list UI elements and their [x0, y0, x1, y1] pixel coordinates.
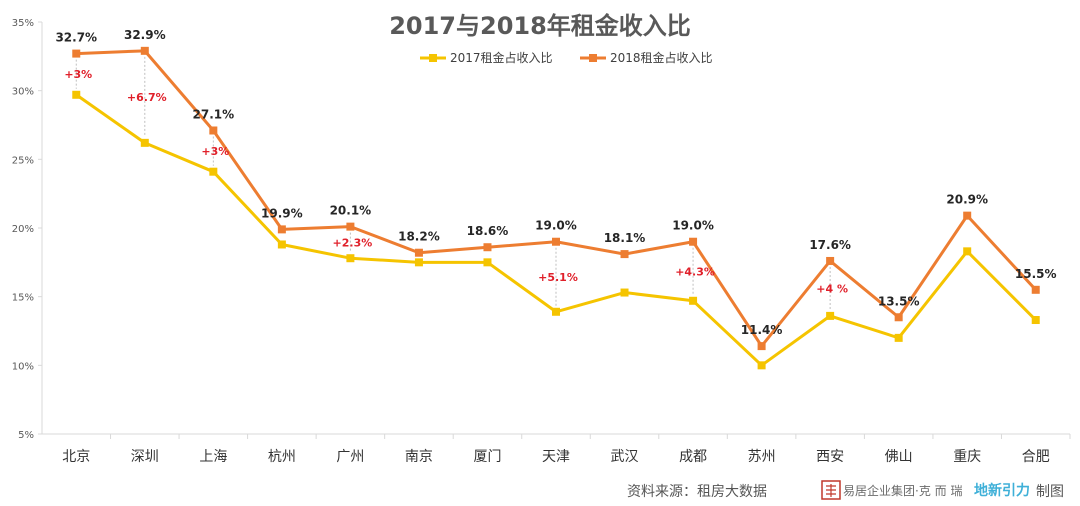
series-markers: [72, 46, 1040, 370]
data-point-2017: [483, 258, 492, 267]
x-tick-label: 上海: [199, 449, 227, 465]
data-point-2017: [757, 361, 766, 370]
legend-label-2017: 2017租金占收入比: [450, 50, 553, 65]
value-label-2018: 27.1%: [193, 107, 235, 121]
data-point-2018: [414, 248, 423, 257]
difference-label: +6.7%: [127, 91, 167, 104]
value-label-2018: 32.7%: [55, 31, 97, 45]
x-ticks: 北京 深圳 上海 杭州 广州 南京 厦门 天津 武汉 成都 苏州 西安 佛山 重庆 合肥: [62, 434, 1071, 465]
footer-brand-logo: 地新引力: [974, 482, 1030, 499]
value-label-2018: 20.1%: [330, 204, 372, 218]
value-label-2018: 18.1%: [604, 231, 646, 245]
data-point-2017: [277, 240, 286, 249]
difference-label: +2.3%: [333, 236, 373, 249]
value-label-2018: 17.6%: [809, 238, 851, 252]
data-point-2018: [1031, 285, 1040, 294]
data-point-2017: [140, 138, 149, 147]
y-tick-label: 25%: [12, 155, 34, 166]
data-point-2018: [483, 243, 492, 252]
value-label-2018: 18.2%: [398, 230, 440, 244]
legend-item-2017: 2017租金占收入比: [420, 50, 553, 65]
y-ticks: 5% 10% 15% 20% 25% 30% 35%: [12, 18, 42, 441]
x-tick-label: 重庆: [953, 449, 981, 465]
data-point-2017: [894, 333, 903, 342]
data-point-2018: [140, 46, 149, 55]
x-tick-label: 厦门: [473, 449, 501, 465]
footer-brand: 易居企业集团·克 而 瑞: [843, 483, 962, 498]
y-tick-label: 20%: [12, 224, 34, 235]
y-tick-label: 30%: [12, 87, 34, 98]
data-point-2018: [209, 126, 218, 135]
data-point-2018: [689, 237, 698, 246]
data-point-2018: [552, 237, 560, 246]
legend-marker-2017: [429, 54, 437, 62]
x-tick-label: 广州: [336, 449, 364, 465]
x-tick-label: 北京: [62, 449, 90, 465]
value-label-2018: 18.6%: [467, 224, 509, 238]
brand-seal-icon: [821, 480, 841, 500]
footer-source: 资料来源：租房大数据: [627, 484, 767, 500]
value-label-2018: 20.9%: [946, 193, 988, 207]
x-tick-label: 佛山: [885, 449, 913, 465]
legend: 2017租金占收入比 2018租金占收入比: [420, 50, 713, 65]
x-tick-label: 合肥: [1022, 449, 1050, 465]
difference-label: +4.3%: [675, 265, 715, 278]
data-point-2017: [346, 254, 355, 263]
y-tick-label: 10%: [12, 361, 34, 372]
data-point-2017: [1031, 316, 1040, 325]
x-tick-label: 天津: [542, 449, 570, 465]
x-tick-label: 西安: [816, 449, 844, 465]
data-point-2018: [72, 49, 81, 58]
difference-connectors: [75, 56, 831, 310]
value-label-2018: 13.5%: [878, 294, 920, 308]
difference-label: +3%: [64, 68, 92, 81]
x-tick-label: 苏州: [748, 449, 776, 465]
legend-label-2018: 2018租金占收入比: [610, 50, 713, 65]
footer: 资料来源：租房大数据 易居企业集团·克 而 瑞 地新引力 制图: [627, 480, 1064, 500]
data-point-2018: [826, 256, 835, 265]
data-point-2018: [620, 250, 629, 259]
value-label-2018: 11.4%: [741, 323, 783, 337]
data-point-2018: [894, 313, 903, 322]
difference-label: +3%: [201, 145, 229, 158]
y-tick-label: 15%: [12, 293, 34, 304]
value-label-2018: 15.5%: [1015, 267, 1057, 281]
data-point-2017: [620, 288, 629, 297]
data-point-2017: [689, 296, 698, 305]
difference-label: +4 %: [816, 282, 848, 295]
difference-labels: +3% +6.7% +3% +2.3% +5.1% +4.3% +4 %: [64, 68, 848, 295]
value-label-2018: 19.9%: [261, 206, 303, 220]
data-point-2018: [963, 211, 972, 220]
legend-item-2018: 2018租金占收入比: [580, 50, 713, 65]
data-point-2017: [552, 307, 560, 316]
value-label-2018: 32.9%: [124, 28, 166, 42]
y-tick-label: 5%: [18, 430, 34, 441]
legend-marker-2018: [589, 54, 597, 62]
chart-title: 2017与2018年租金收入比: [389, 12, 691, 40]
y-tick-label: 35%: [12, 18, 34, 29]
x-tick-label: 深圳: [131, 449, 159, 465]
data-point-2017: [826, 311, 835, 320]
difference-label: +5.1%: [538, 271, 578, 284]
footer-made-by: 制图: [1036, 484, 1064, 500]
data-point-2017: [414, 258, 423, 267]
x-tick-label: 南京: [405, 449, 433, 465]
value-labels: 32.7% 32.9% 27.1% 19.9% 20.1% 18.2% 18.6% 19.0%…: [55, 28, 1056, 337]
data-point-2018: [757, 342, 766, 351]
data-point-2018: [346, 222, 355, 231]
data-point-2017: [963, 247, 972, 256]
data-point-2017: [209, 167, 218, 176]
series-lines: [75, 49, 1037, 367]
value-label-2018: 19.0%: [535, 219, 577, 233]
value-label-2018: 19.0%: [672, 219, 714, 233]
x-tick-label: 杭州: [268, 449, 296, 465]
x-tick-label: 成都: [679, 449, 707, 465]
data-point-2018: [277, 225, 286, 234]
data-point-2017: [72, 90, 81, 99]
x-tick-label: 武汉: [611, 449, 639, 465]
